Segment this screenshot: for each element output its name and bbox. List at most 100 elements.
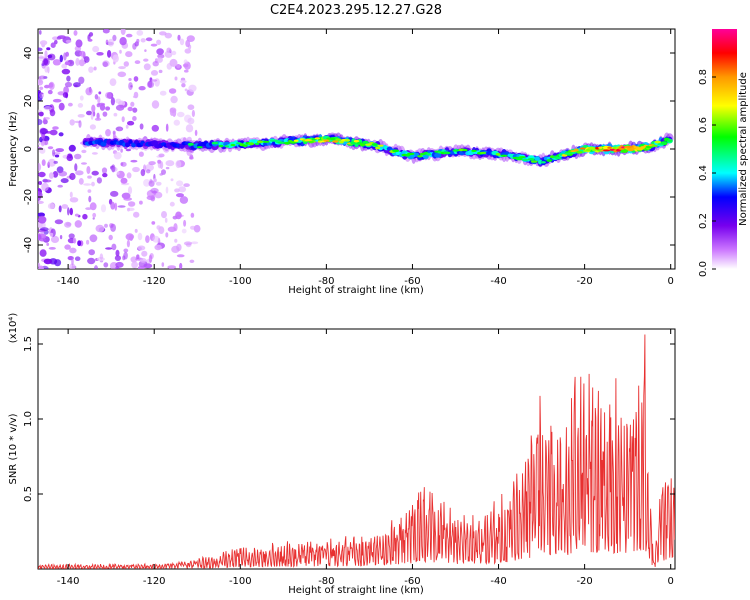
heatmap-noise-cell <box>91 104 96 113</box>
heatmap-noise-cell <box>155 181 162 186</box>
heatmap-noise-cell <box>59 54 63 63</box>
heatmap-noise-cell <box>184 69 189 73</box>
heatmap-noise-cell <box>179 79 187 84</box>
heatmap-noise-cell <box>68 233 75 239</box>
heatmap-noise-cell <box>132 107 138 113</box>
snr-x-ticks: -140 -120 -100 -80 -60 -40 -20 0 <box>57 329 674 587</box>
heatmap-noise-cell <box>94 94 99 100</box>
heatmap-noise-cell <box>154 191 163 199</box>
heatmap-ridge-cell <box>660 141 667 145</box>
heatmap-noise-cell <box>39 92 44 99</box>
heatmap-noise-cell <box>54 219 64 225</box>
heatmap-noise-cell <box>170 178 174 182</box>
heatmap-noise-cell <box>41 182 49 192</box>
heatmap-noise-cell <box>132 166 140 173</box>
y-tick-label: 1.0 <box>23 411 34 427</box>
heatmap-noise-cell <box>103 262 109 268</box>
heatmap-noise-cell <box>101 167 108 174</box>
heatmap-noise-cell <box>77 240 82 247</box>
heatmap-noise-cell <box>119 104 124 108</box>
heatmap-ridge-cell <box>546 159 553 162</box>
heatmap-ridge-cell <box>654 140 661 144</box>
heatmap-noise-cell <box>120 177 128 184</box>
heatmap-noise-cell <box>38 118 43 126</box>
heatmap-noise-cell <box>140 169 146 177</box>
heatmap-noise-cell <box>131 261 139 269</box>
heatmap-ridge-cell <box>534 156 540 162</box>
heatmap-noise-cell <box>134 228 138 233</box>
heatmap-noise-cell <box>112 34 117 42</box>
heatmap-ridge-cell <box>131 142 136 148</box>
heatmap-ridge <box>82 132 674 168</box>
heatmap-noise-cell <box>158 153 165 158</box>
heatmap-noise-cell <box>176 243 182 252</box>
heatmap-noise-cell <box>78 76 85 85</box>
heatmap-noise-cell <box>126 239 130 248</box>
heatmap-noise-cell <box>179 38 185 46</box>
heatmap-noise-cell <box>46 242 50 246</box>
heatmap-noise-cell <box>66 75 71 82</box>
heatmap-ridge-cell <box>262 140 270 143</box>
heatmap-noise-cell <box>89 234 98 243</box>
heatmap-ridge-cell <box>248 142 255 146</box>
heatmap-noise-cell <box>52 126 59 130</box>
colorbar-label: Normalized spectral amplitude <box>738 72 749 226</box>
heatmap-noise-cell <box>127 120 135 126</box>
heatmap-noise-cell <box>58 102 65 111</box>
heatmap-ridge-cell <box>527 158 535 161</box>
heatmap-noise-cell <box>91 152 98 155</box>
heatmap-noise-cell <box>86 110 93 116</box>
heatmap-noise-cell <box>157 159 162 164</box>
x-tick-label: -20 <box>576 576 592 587</box>
heatmap-noise-cell <box>178 186 187 193</box>
heatmap-noise-cell <box>95 224 105 233</box>
heatmap-noise-cell <box>46 47 51 51</box>
heatmap-noise-cell <box>105 39 109 45</box>
heatmap-noise-cell <box>164 217 168 223</box>
heatmap-noise-cell <box>115 266 120 269</box>
heatmap-noise-cell <box>42 57 50 66</box>
heatmap-ridge-cell <box>293 139 299 142</box>
heatmap-noise-cell <box>67 207 70 216</box>
heatmap-noise-cell <box>190 212 195 218</box>
heatmap-noise-cell <box>138 151 144 157</box>
heatmap-noise-cell <box>125 124 129 129</box>
heatmap-noise-cell <box>118 128 122 131</box>
heatmap-noise-cell <box>185 39 191 48</box>
heatmap-noise-cell <box>139 123 144 130</box>
heatmap-noise-cell <box>105 247 113 250</box>
heatmap-noise-cell <box>69 191 73 198</box>
heatmap-noise-cell <box>166 47 172 53</box>
heatmap-noise-cell <box>79 50 86 57</box>
heatmap-noise-cell <box>121 116 125 123</box>
heatmap-noise-cell <box>111 243 117 251</box>
heatmap-noise-cell <box>152 61 159 67</box>
heatmap-noise-cell <box>144 49 147 52</box>
heatmap-ridge-cell <box>254 142 260 145</box>
heatmap-noise-cell <box>38 234 42 241</box>
heatmap-noise-cell <box>174 76 178 81</box>
heatmap-ridge-cell <box>574 148 579 152</box>
heatmap-noise-cell <box>47 54 53 59</box>
heatmap-noise-cell <box>47 203 55 210</box>
heatmap-noise-cell <box>165 166 170 170</box>
heatmap-ridge-cell <box>471 149 477 152</box>
heatmap-noise-cell <box>117 71 127 78</box>
heatmap-noise-cell <box>143 179 151 187</box>
heatmap-noise-cell <box>38 75 47 80</box>
heatmap-noise-cell <box>189 156 194 160</box>
heatmap-noise-cell <box>91 170 99 176</box>
heatmap-noise-cell <box>173 223 178 232</box>
x-tick-label: 0 <box>668 576 674 587</box>
heatmap-noise-cell <box>68 144 76 152</box>
heatmap-noise-cell <box>190 225 196 230</box>
y-tick-label: -40 <box>23 237 34 253</box>
heatmap-noise-cell <box>148 180 155 187</box>
heatmap-ridge-cell <box>335 138 342 141</box>
heatmap-noise-cell <box>193 224 201 233</box>
heatmap-noise-cell <box>38 238 47 242</box>
heatmap-noise-cell <box>88 66 94 73</box>
heatmap-ridge-cell <box>377 144 384 147</box>
heatmap-noise-cell <box>184 88 188 92</box>
heatmap-ridge-cell <box>187 142 194 146</box>
